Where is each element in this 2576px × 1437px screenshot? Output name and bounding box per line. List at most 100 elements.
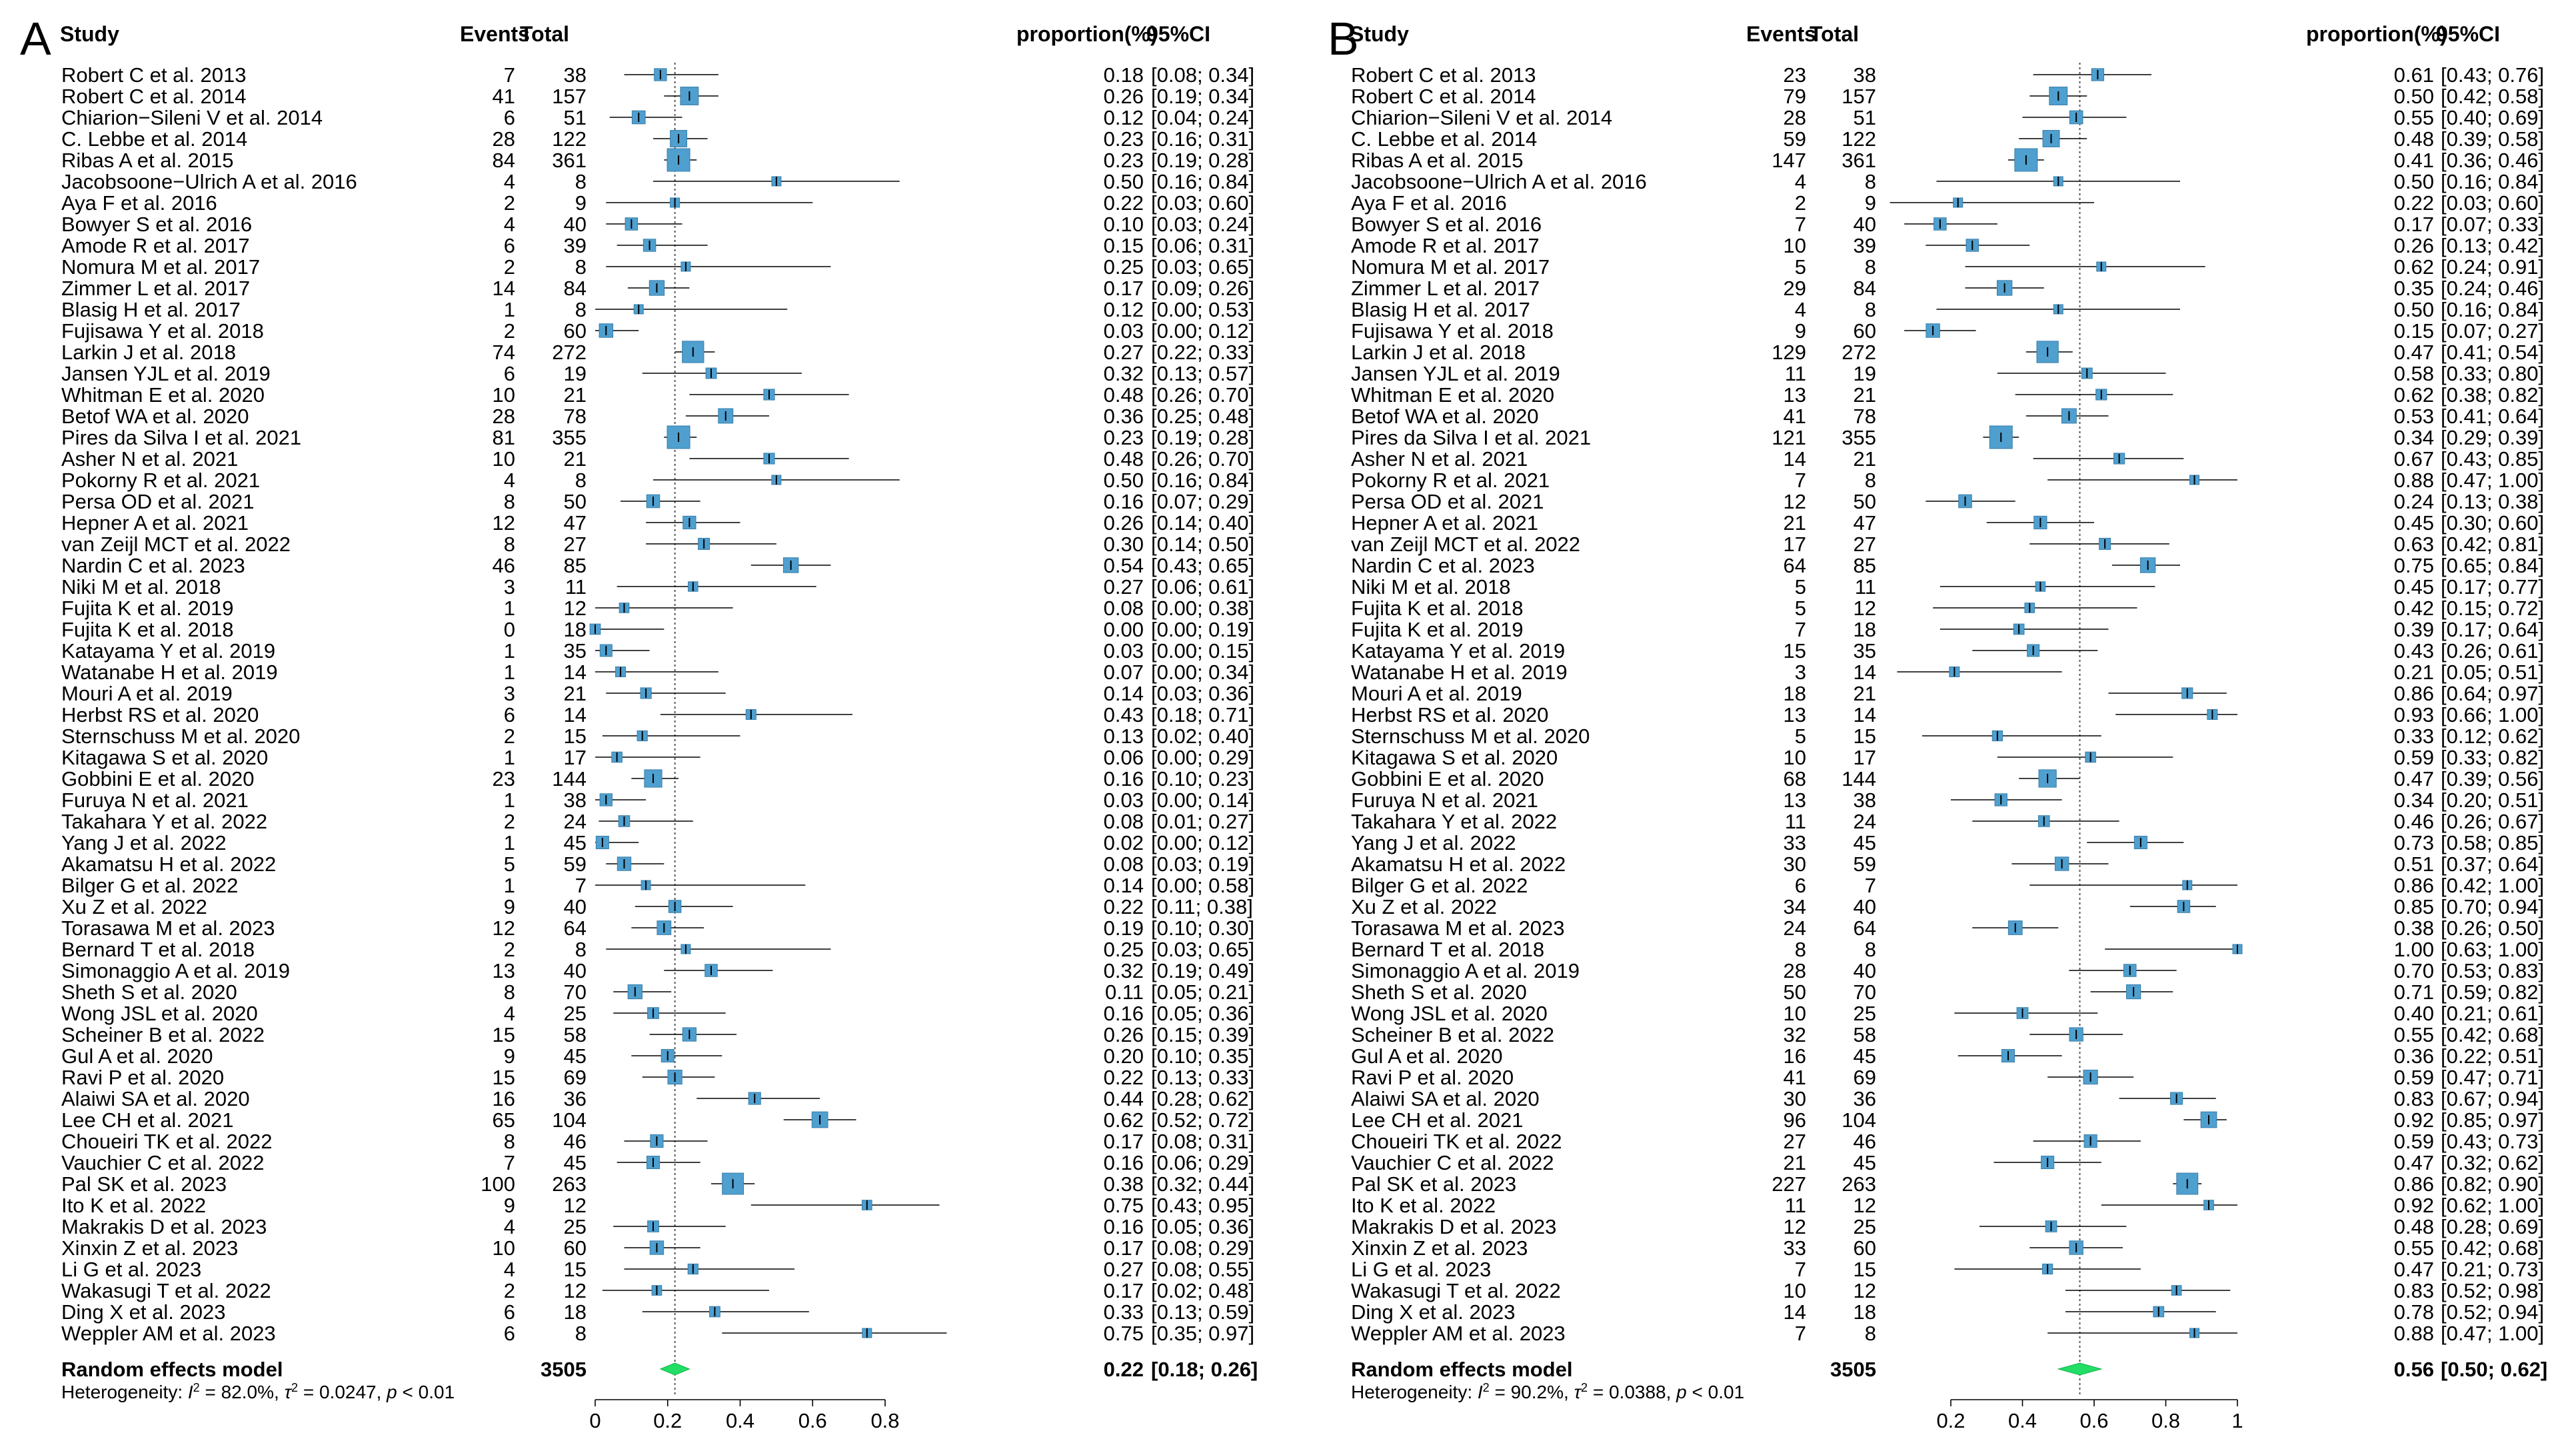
study-ci: [0.58; 0.85] <box>2441 831 2544 854</box>
study-ci: [0.52; 0.72] <box>1151 1108 1254 1132</box>
study-events: 1 <box>504 298 515 321</box>
header-proportion: proportion(%) <box>1016 22 1158 46</box>
study-events: 12 <box>1784 1215 1806 1238</box>
study-ci: [0.30; 0.60] <box>2441 511 2544 535</box>
summary-diamond <box>2057 1362 2103 1376</box>
study-proportion: 0.47 <box>2394 1151 2434 1174</box>
study-ci: [0.16; 0.84] <box>2441 298 2544 321</box>
study-proportion: 0.40 <box>2394 1002 2434 1025</box>
study-name: Nomura M et al. 2017 <box>61 255 260 279</box>
study-total: 355 <box>1842 426 1876 449</box>
study-name: Takahara Y et al. 2022 <box>61 810 267 833</box>
study-name: Makrakis D et al. 2023 <box>61 1215 267 1238</box>
study-name: Ding X et al. 2023 <box>61 1300 225 1324</box>
study-events: 15 <box>493 1023 515 1046</box>
study-name: Chiarion−Sileni V et al. 2014 <box>1351 106 1612 129</box>
study-name: Ribas A et al. 2015 <box>61 149 234 172</box>
study-events: 14 <box>493 277 515 300</box>
study-events: 7 <box>1795 1322 1806 1345</box>
study-name: Xinxin Z et al. 2023 <box>1351 1236 1528 1260</box>
study-total: 263 <box>552 1172 587 1196</box>
study-name: Weppler AM et al. 2023 <box>1351 1322 1566 1345</box>
panel-label: A <box>20 13 51 65</box>
study-ci: [0.24; 0.46] <box>2441 277 2544 300</box>
study-total: 14 <box>1854 661 1876 684</box>
study-events: 29 <box>1784 277 1806 300</box>
study-total: 8 <box>1865 469 1876 492</box>
header-ci: 95%CI <box>2436 22 2500 46</box>
study-name: Alaiwi SA et al. 2020 <box>61 1087 250 1110</box>
x-axis-tick-label: 0.2 <box>1936 1409 1965 1432</box>
summary-total: 3505 <box>1830 1358 1876 1381</box>
study-ci: [0.21; 0.73] <box>2441 1258 2544 1281</box>
study-total: 36 <box>1854 1087 1876 1110</box>
study-proportion: 0.50 <box>2394 170 2434 193</box>
study-total: 40 <box>564 213 587 236</box>
study-events: 16 <box>493 1087 515 1110</box>
study-events: 2 <box>504 191 515 215</box>
study-total: 59 <box>1854 852 1876 876</box>
study-events: 7 <box>504 1151 515 1174</box>
study-total: 38 <box>564 788 587 812</box>
study-events: 6 <box>504 106 515 129</box>
study-total: 157 <box>1842 85 1876 108</box>
study-name: Watanabe H et al. 2019 <box>1351 661 1568 684</box>
study-ci: [0.67; 0.94] <box>2441 1087 2544 1110</box>
study-proportion: 0.67 <box>2394 447 2434 471</box>
study-ci: [0.66; 1.00] <box>2441 703 2544 726</box>
study-name: Hepner A et al. 2021 <box>1351 511 1538 535</box>
study-events: 7 <box>504 63 515 87</box>
study-ci: [0.06; 0.61] <box>1151 575 1254 599</box>
study-total: 272 <box>1842 341 1876 364</box>
study-total: 7 <box>575 874 587 897</box>
study-name: Bowyer S et al. 2016 <box>1351 213 1542 236</box>
study-name: Fujita K et al. 2018 <box>61 618 234 641</box>
study-total: 8 <box>575 469 587 492</box>
study-events: 10 <box>493 447 515 471</box>
study-proportion: 0.38 <box>1104 1172 1144 1196</box>
study-name: Larkin J et al. 2018 <box>1351 341 1526 364</box>
study-ci: [0.42; 0.68] <box>2441 1023 2544 1046</box>
study-total: 85 <box>564 554 587 577</box>
study-ci: [0.13; 0.57] <box>1151 362 1254 385</box>
study-name: Amode R et al. 2017 <box>61 234 250 257</box>
study-proportion: 0.75 <box>2394 554 2434 577</box>
study-name: Gobbini E et al. 2020 <box>1351 767 1544 790</box>
study-events: 7 <box>1795 1258 1806 1281</box>
study-ci: [0.42; 0.68] <box>2441 1236 2544 1260</box>
study-ci: [0.28; 0.62] <box>1151 1087 1254 1110</box>
study-proportion: 0.62 <box>2394 255 2434 279</box>
study-events: 1 <box>504 831 515 854</box>
study-total: 8 <box>1865 170 1876 193</box>
study-proportion: 0.23 <box>1104 127 1144 151</box>
study-proportion: 0.27 <box>1104 341 1144 364</box>
study-events: 2 <box>1795 191 1806 215</box>
study-events: 12 <box>1784 490 1806 513</box>
study-total: 46 <box>1854 1130 1876 1153</box>
study-total: 60 <box>564 1236 587 1260</box>
study-ci: [0.05; 0.21] <box>1151 980 1254 1004</box>
study-proportion: 0.26 <box>1104 1023 1144 1046</box>
study-proportion: 0.50 <box>1104 170 1144 193</box>
study-events: 14 <box>1784 1300 1806 1324</box>
study-total: 12 <box>1854 1279 1876 1302</box>
study-name: Nardin C et al. 2023 <box>1351 554 1535 577</box>
study-total: 59 <box>564 852 587 876</box>
study-total: 361 <box>552 149 587 172</box>
study-events: 96 <box>1784 1108 1806 1132</box>
study-proportion: 0.45 <box>2394 575 2434 599</box>
study-events: 227 <box>1772 1172 1806 1196</box>
study-ci: [0.03; 0.24] <box>1151 213 1254 236</box>
study-name: Bernard T et al. 2018 <box>1351 938 1544 961</box>
study-proportion: 0.16 <box>1104 767 1144 790</box>
study-total: 8 <box>1865 1322 1876 1345</box>
study-proportion: 0.38 <box>2394 916 2434 940</box>
study-ci: [0.16; 0.84] <box>1151 469 1254 492</box>
study-proportion: 0.26 <box>1104 511 1144 535</box>
study-name: Wakasugi T et al. 2022 <box>61 1279 271 1302</box>
study-events: 15 <box>493 1066 515 1089</box>
study-name: Jansen YJL et al. 2019 <box>1351 362 1560 385</box>
study-ci: [0.00; 0.15] <box>1151 639 1254 663</box>
study-total: 8 <box>575 170 587 193</box>
study-name: Alaiwi SA et al. 2020 <box>1351 1087 1540 1110</box>
